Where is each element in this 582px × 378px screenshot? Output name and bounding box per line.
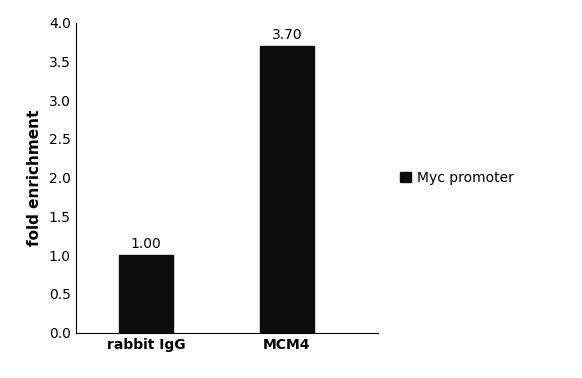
Y-axis label: fold enrichment: fold enrichment (27, 110, 42, 246)
Bar (260, 46, 314, 333)
Text: 3.70: 3.70 (271, 28, 302, 42)
Text: 1.00: 1.00 (131, 237, 161, 251)
Legend: Myc promoter: Myc promoter (400, 170, 514, 185)
Bar (119, 255, 173, 333)
